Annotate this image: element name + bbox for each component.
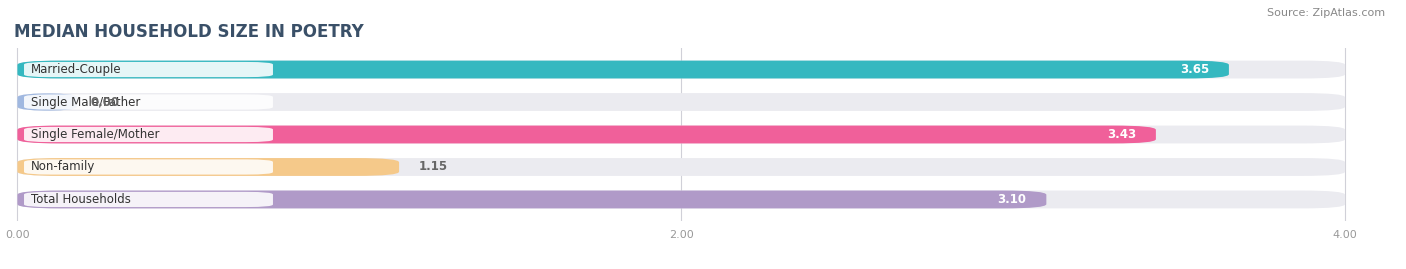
FancyBboxPatch shape xyxy=(17,126,1156,143)
FancyBboxPatch shape xyxy=(17,158,399,176)
Text: Single Male/Father: Single Male/Father xyxy=(31,95,141,108)
Text: Married-Couple: Married-Couple xyxy=(31,63,121,76)
Text: Single Female/Mother: Single Female/Mother xyxy=(31,128,159,141)
Text: 1.15: 1.15 xyxy=(419,161,449,174)
FancyBboxPatch shape xyxy=(24,62,273,77)
Text: Source: ZipAtlas.com: Source: ZipAtlas.com xyxy=(1267,8,1385,18)
FancyBboxPatch shape xyxy=(24,160,273,175)
Text: 0.00: 0.00 xyxy=(90,95,120,108)
FancyBboxPatch shape xyxy=(17,61,1346,79)
Text: 3.10: 3.10 xyxy=(997,193,1026,206)
FancyBboxPatch shape xyxy=(17,158,1346,176)
FancyBboxPatch shape xyxy=(17,190,1046,208)
Text: Total Households: Total Households xyxy=(31,193,131,206)
Text: Non-family: Non-family xyxy=(31,161,96,174)
Text: 3.65: 3.65 xyxy=(1180,63,1209,76)
FancyBboxPatch shape xyxy=(17,190,1346,208)
Text: 3.43: 3.43 xyxy=(1107,128,1136,141)
FancyBboxPatch shape xyxy=(17,61,1229,79)
FancyBboxPatch shape xyxy=(17,93,1346,111)
FancyBboxPatch shape xyxy=(17,93,77,111)
FancyBboxPatch shape xyxy=(17,126,1346,143)
Text: MEDIAN HOUSEHOLD SIZE IN POETRY: MEDIAN HOUSEHOLD SIZE IN POETRY xyxy=(14,23,364,41)
FancyBboxPatch shape xyxy=(24,127,273,142)
FancyBboxPatch shape xyxy=(24,94,273,109)
FancyBboxPatch shape xyxy=(24,192,273,207)
